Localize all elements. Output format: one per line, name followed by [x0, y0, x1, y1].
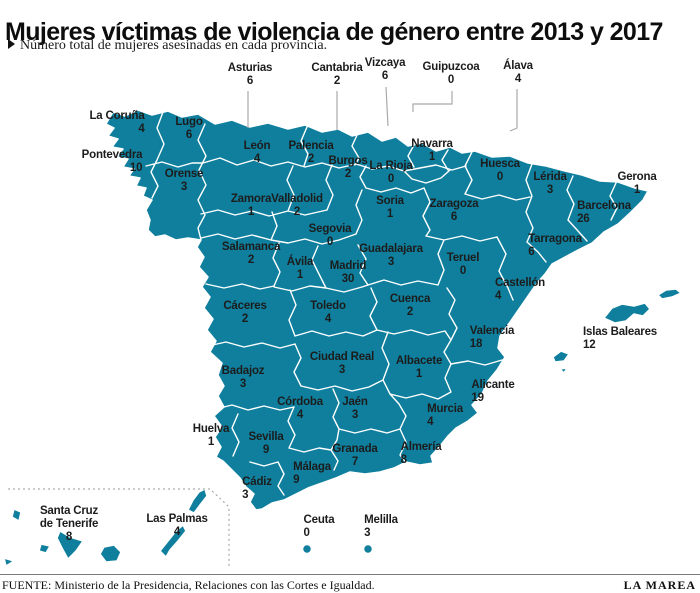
province-label-caceres: Cáceres 2	[223, 300, 267, 325]
gran-canaria-shape	[99, 544, 122, 563]
province-label-lerida: Lérida 3	[533, 171, 567, 196]
province-label-almeria: Almería 8	[400, 441, 442, 466]
la-gomera-shape	[38, 543, 51, 554]
province-label-badajoz: Badajoz 3	[221, 365, 265, 390]
province-label-lugo: Lugo 6	[175, 116, 203, 141]
province-label-cordoba: Córdoba 4	[277, 396, 323, 421]
province-label-tarragona: Tarragona 6	[528, 233, 582, 258]
melilla-dot	[362, 543, 374, 555]
province-label-madrid: Madrid 30	[329, 260, 367, 285]
province-label-asturias: Asturias 6	[227, 62, 273, 87]
province-label-leon: León 4	[243, 140, 271, 165]
el-hierro-shape	[3, 557, 15, 567]
page-title: Mujeres víctimas de violencia de género …	[5, 17, 663, 46]
province-label-burgos: Burgos 2	[328, 155, 368, 180]
province-label-murcia: Murcia 4	[427, 403, 463, 428]
la-palma-shape	[11, 508, 22, 522]
menorca-shape	[657, 288, 682, 300]
leader-lines	[247, 86, 518, 132]
right-triangle-bullet-icon	[8, 39, 15, 49]
province-label-valladolid: Valladolid 2	[271, 193, 323, 218]
province-label-jaen: Jaén 3	[342, 396, 368, 421]
ceuta-dot	[301, 543, 313, 555]
province-label-vizcaya: Vizcaya 6	[364, 57, 406, 82]
canary-inset-box	[8, 488, 230, 567]
peninsula-shape	[105, 109, 649, 511]
province-label-barcelona: Barcelona 26	[577, 200, 631, 225]
province-label-la-rioja: La Rioja 0	[369, 160, 413, 185]
fuerteventura-shape	[159, 524, 187, 558]
province-label-zaragoza: Zaragoza 6	[429, 198, 479, 223]
province-label-huesca: Huesca 0	[480, 158, 520, 183]
province-label-huelva: Huelva 1	[192, 423, 230, 448]
province-label-alava: Álava 4	[503, 60, 533, 85]
province-label-las-palmas: Las Palmas 4	[146, 513, 208, 538]
province-label-pontevedra: Pontevedra 10	[81, 149, 143, 174]
tenerife-shape	[56, 530, 84, 560]
province-label-ceuta: Ceuta 0	[303, 514, 335, 539]
footer-divider	[0, 574, 700, 575]
province-label-palencia: Palencia 2	[288, 140, 334, 165]
province-label-orense: Orense 3	[164, 168, 204, 193]
province-label-melilla: Melilla 3	[364, 514, 398, 539]
lanzarote-shape	[187, 488, 208, 514]
province-label-avila: Ávila 1	[286, 256, 314, 281]
province-label-soria: Soria 1	[376, 195, 404, 220]
formentera-shape	[559, 367, 568, 374]
province-label-navarra: Navarra 1	[411, 138, 453, 163]
guipuzcoa-leader-line	[412, 91, 453, 112]
province-label-islas-baleares: Islas Baleares 12	[583, 326, 657, 351]
alava-leader-line	[509, 89, 518, 132]
province-label-alicante: Alicante 19	[471, 379, 515, 404]
province-label-toledo: Toledo 4	[310, 300, 346, 325]
province-label-granada: Granada 7	[332, 443, 378, 468]
province-label-teruel: Teruel 0	[446, 252, 480, 277]
province-label-gerona: Gerona 1	[617, 171, 657, 196]
source-credit: FUENTE: Ministerio de la Presidencia, Re…	[2, 578, 375, 592]
page-subtitle: Número total de mujeres asesinadas en ca…	[8, 38, 327, 54]
brand-logo-text: LA MAREA	[623, 578, 696, 592]
mallorca-shape	[603, 302, 651, 324]
province-label-malaga: Málaga 9	[293, 461, 331, 486]
province-label-cadiz: Cádiz 3	[242, 476, 272, 501]
province-label-sevilla: Sevilla 9	[248, 431, 284, 456]
province-label-valencia: Valencia 18	[469, 325, 515, 350]
province-label-guipuzcoa: Guipuzcoa 0	[422, 61, 480, 86]
province-label-santa-cruz-de-tenerife: Santa Cruz de Tenerife 8	[39, 505, 99, 543]
province-label-castellon: Castellón 4	[495, 277, 545, 302]
province-label-cuenca: Cuenca 2	[389, 293, 431, 318]
vizcaya-leader-line	[385, 86, 389, 127]
subtitle-text: Número total de mujeres asesinadas en ca…	[20, 38, 328, 53]
ibiza-shape	[552, 350, 570, 363]
province-borders	[145, 111, 618, 496]
province-label-zamora: Zamora 1	[230, 193, 272, 218]
province-label-cantabria: Cantabria 2	[311, 62, 363, 87]
province-label-salamanca: Salamanca 2	[221, 241, 281, 266]
province-label-la-coruna: La Coruña 4	[89, 110, 145, 135]
province-label-segovia: Segovia 0	[308, 223, 352, 248]
province-label-albacete: Albacete 1	[395, 355, 443, 380]
province-label-ciudad-real: Ciudad Real 3	[309, 351, 375, 376]
province-label-guadalajara: Guadalajara 3	[359, 243, 423, 268]
landmass	[3, 109, 682, 567]
